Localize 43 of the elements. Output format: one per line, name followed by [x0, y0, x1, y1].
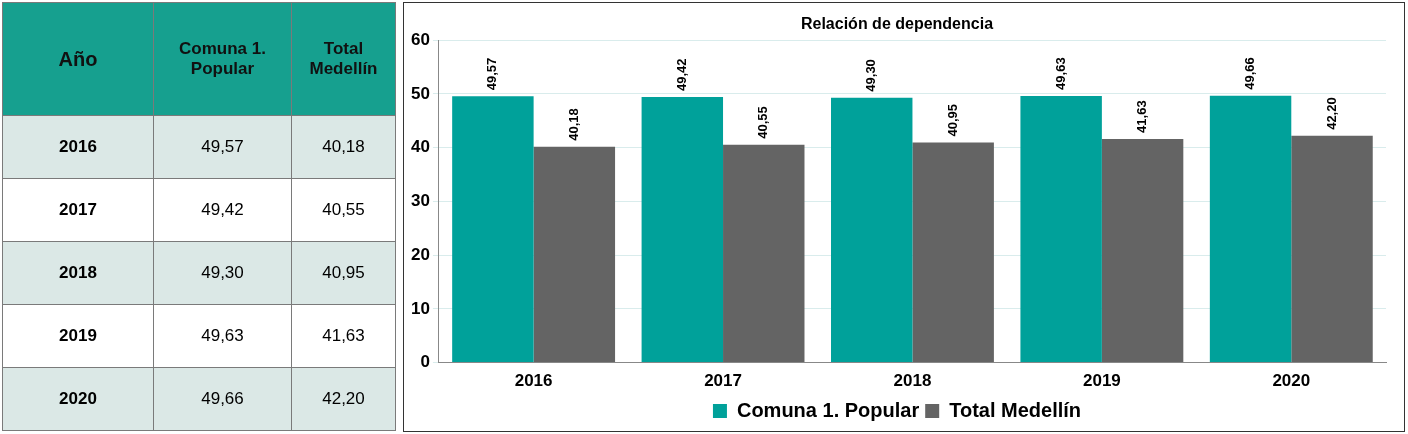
y-tick-label: 60	[410, 29, 430, 49]
data-label: 40,95	[944, 104, 960, 137]
text: 40,95	[322, 263, 365, 282]
y-tick-label: 20	[410, 244, 430, 264]
data-label: 42,20	[1323, 97, 1339, 130]
data-label: 49,66	[1242, 57, 1258, 90]
y-tick-label: 50	[410, 83, 430, 103]
text: 49,63	[201, 326, 244, 345]
text: 42,20	[322, 389, 365, 408]
x-tick-label: 2019	[1082, 371, 1121, 391]
category-label: 2017	[59, 200, 97, 219]
data-label: 49,63	[1052, 57, 1068, 90]
chart-title: Relación de dependencia	[800, 15, 994, 33]
category-label: 2020	[59, 389, 97, 408]
category-label: 2018	[59, 263, 97, 282]
legend-label: Total Medellín	[949, 398, 1082, 421]
x-tick-label: 2020	[1272, 371, 1311, 391]
text: 49,42	[201, 200, 244, 219]
data-label: 49,57	[484, 57, 500, 91]
text: 41,63	[322, 326, 365, 345]
y-tick-label: 0	[420, 352, 430, 372]
data-label: 49,42	[673, 58, 689, 92]
text: Comuna 1. Popular	[179, 39, 266, 78]
text: Total Medellín	[309, 39, 378, 78]
legend-label: Comuna 1. Popular	[736, 398, 920, 421]
data-label: 49,30	[863, 59, 879, 92]
text: 40,18	[322, 137, 365, 156]
data-label: 41,63	[1134, 100, 1150, 133]
text: 49,57	[201, 137, 244, 156]
x-tick-label: 2018	[893, 371, 932, 391]
y-tick-label: 30	[410, 191, 430, 211]
data-label: 40,55	[755, 106, 771, 139]
text: 49,66	[201, 389, 244, 408]
y-tick-label: 10	[410, 298, 430, 318]
text: Año	[2, 2, 154, 116]
data-label: 40,18	[565, 108, 581, 141]
x-tick-label: 2016	[514, 371, 553, 391]
text: 40,55	[322, 200, 365, 219]
y-tick-label: 40	[410, 137, 430, 157]
category-label: 2019	[59, 326, 97, 345]
category-label: 2016	[59, 137, 97, 156]
x-tick-label: 2017	[704, 371, 742, 391]
text: 49,30	[201, 263, 244, 282]
